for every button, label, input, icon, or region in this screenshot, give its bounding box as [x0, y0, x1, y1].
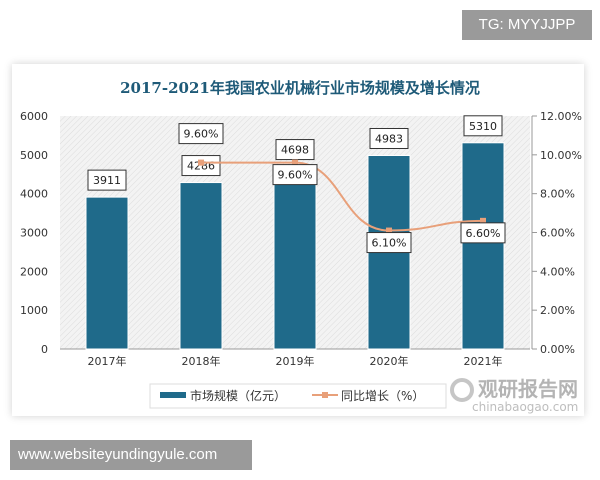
- line-point: [292, 159, 298, 166]
- line-label-box: [460, 222, 506, 244]
- overlay-url: www.websiteyundingyule.com: [10, 440, 252, 470]
- y-right-tick: 0.00%: [540, 343, 575, 356]
- bar-label-box: [275, 139, 315, 161]
- y-left-tick: 4000: [20, 188, 48, 201]
- y-left-tick: 2000: [20, 265, 48, 278]
- line-point: [480, 217, 486, 224]
- y-left-tick: 3000: [20, 227, 48, 240]
- x-tick: 2018年: [182, 354, 221, 368]
- line-label-box: [178, 123, 224, 145]
- bar-label-box: [369, 127, 409, 149]
- bar: [273, 166, 317, 350]
- bar: [85, 196, 129, 350]
- line-label: 6.10%: [372, 237, 407, 250]
- x-tick: 2019年: [276, 354, 315, 368]
- bar-label: 4698: [281, 144, 309, 157]
- y-right-tick: 10.00%: [540, 149, 582, 162]
- legend-line-label: 同比增长（%）: [341, 389, 424, 403]
- y-right-tick: 6.00%: [540, 227, 575, 240]
- watermark-en: chinabaogao.com: [472, 400, 578, 414]
- line-point: [198, 159, 204, 166]
- x-tick: 2021年: [464, 354, 503, 368]
- bar-label: 4983: [375, 132, 403, 145]
- watermark: 观研报告网 chinabaogao.com: [450, 377, 578, 414]
- y-left-tick: 5000: [20, 149, 48, 162]
- y-right-tick: 12.00%: [540, 110, 582, 123]
- bar-label: 5310: [469, 120, 497, 133]
- bar-label-box: [87, 169, 127, 191]
- y-right-tick: 8.00%: [540, 188, 575, 201]
- y-left-tick: 1000: [20, 304, 48, 317]
- growth-line: [201, 161, 484, 232]
- line-label-box: [272, 164, 318, 186]
- y-left-tick: 0: [41, 343, 48, 356]
- x-tick: 2020年: [370, 354, 409, 368]
- bar-label-box: [463, 115, 503, 137]
- bar: [179, 182, 223, 350]
- y-left-tick: 6000: [20, 110, 48, 123]
- overlay-tag: TG: MYYJJPP: [462, 10, 592, 40]
- legend-bar-swatch: [160, 392, 186, 398]
- chart-title: 2017-2021年我国农业机械行业市场规模及增长情况: [120, 79, 480, 97]
- line-point: [386, 227, 392, 234]
- y-right-tick: 2.00%: [540, 304, 575, 317]
- line-label-box: [366, 232, 412, 254]
- y-right-tick: 4.00%: [540, 265, 575, 278]
- x-tick: 2017年: [88, 354, 127, 368]
- watermark-cn: 观研报告网: [478, 377, 578, 401]
- legend-bar-label: 市场规模（亿元）: [190, 388, 286, 403]
- bar: [461, 142, 505, 350]
- legend-line-marker: [322, 392, 328, 398]
- line-label: 9.60%: [184, 128, 219, 141]
- line-label: 6.60%: [466, 227, 501, 240]
- line-label: 9.60%: [278, 169, 313, 182]
- legend: 市场规模（亿元） 同比增长（%）: [149, 383, 447, 409]
- bar-label: 3911: [93, 174, 121, 187]
